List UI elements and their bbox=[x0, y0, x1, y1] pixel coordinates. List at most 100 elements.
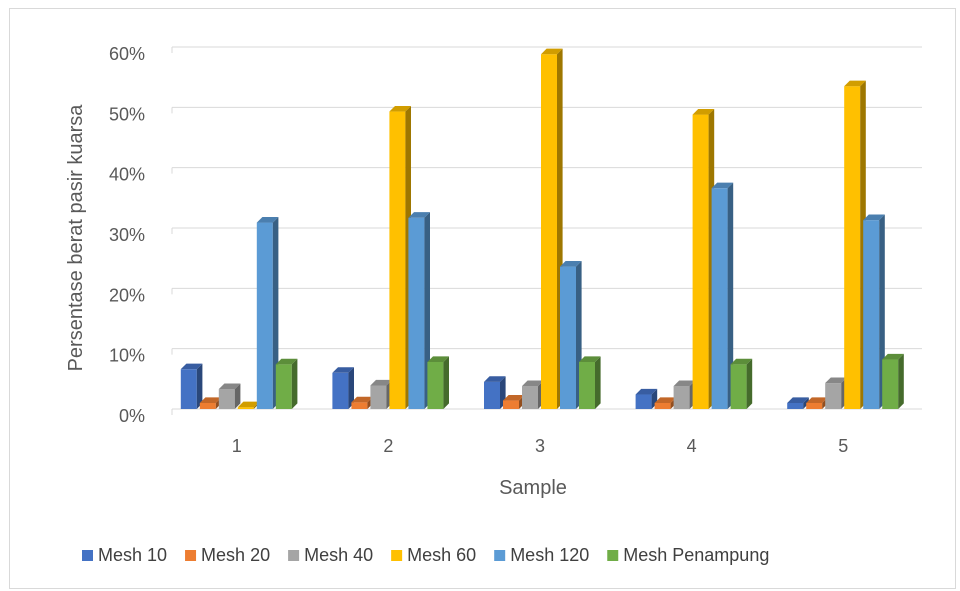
x-axis-title: Sample bbox=[499, 477, 567, 499]
bar-top bbox=[237, 401, 260, 408]
bar-side bbox=[898, 353, 904, 409]
bar-top bbox=[673, 380, 696, 387]
legend-swatch bbox=[185, 550, 197, 561]
bar-front bbox=[351, 402, 368, 409]
bar-side bbox=[727, 182, 734, 409]
bar-top bbox=[541, 48, 563, 55]
bar bbox=[370, 379, 392, 409]
legend-item: Mesh Penampung bbox=[607, 545, 769, 565]
bar bbox=[863, 214, 885, 409]
bar bbox=[541, 48, 563, 410]
bar-top bbox=[560, 261, 582, 267]
bar-front bbox=[806, 402, 823, 409]
legend-item: Mesh 10 bbox=[82, 545, 167, 565]
bar-front bbox=[654, 402, 671, 409]
y-tick-label: 0% bbox=[119, 406, 145, 426]
bar bbox=[692, 108, 715, 410]
x-axis-ticks: 1 2 3 4 5 bbox=[232, 436, 848, 456]
bar-front bbox=[484, 381, 500, 409]
chart-frame bbox=[9, 8, 956, 589]
bar bbox=[275, 358, 298, 409]
bar-front bbox=[844, 86, 861, 409]
bar-top bbox=[199, 397, 222, 403]
bar bbox=[408, 212, 430, 409]
legend-label: Mesh 40 bbox=[304, 545, 373, 565]
bar bbox=[560, 261, 582, 409]
bar-top bbox=[825, 377, 847, 384]
bar-top bbox=[275, 358, 298, 365]
bar-side bbox=[348, 367, 354, 409]
legend-label: Mesh 60 bbox=[407, 545, 476, 565]
bar bbox=[654, 397, 677, 409]
legend-label: Mesh Penampung bbox=[623, 545, 769, 565]
y-axis-ticks: 0% 10% 20% 30% 40% 50% 60% bbox=[109, 44, 145, 426]
bar-front bbox=[180, 369, 197, 409]
bar-top bbox=[692, 108, 715, 115]
bar-top bbox=[787, 397, 809, 403]
bar bbox=[180, 363, 203, 409]
bar-front bbox=[825, 383, 842, 409]
x-tick-label: 1 bbox=[232, 436, 242, 456]
legend-item: Mesh 40 bbox=[288, 545, 373, 565]
bar-top bbox=[351, 396, 373, 403]
bar bbox=[351, 396, 373, 409]
bar-side bbox=[595, 356, 601, 409]
bar-top bbox=[484, 376, 506, 382]
bar-side bbox=[272, 216, 279, 409]
bar-top bbox=[332, 367, 354, 373]
bar bbox=[389, 105, 411, 409]
bar-front bbox=[711, 188, 728, 409]
bar-front bbox=[541, 54, 557, 410]
legend-item: Mesh 120 bbox=[494, 545, 589, 565]
bar-side bbox=[424, 212, 430, 409]
legend-label: Mesh 20 bbox=[201, 545, 270, 565]
legend: Mesh 10 Mesh 20 Mesh 40 Mesh 60 Mesh 120 Mesh… bbox=[82, 545, 769, 565]
bar bbox=[711, 182, 734, 409]
bar-front bbox=[503, 400, 519, 409]
bar-side bbox=[803, 397, 809, 409]
bar-top bbox=[882, 353, 904, 360]
bar bbox=[673, 380, 696, 409]
legend-swatch bbox=[82, 550, 93, 561]
legend-label: Mesh 120 bbox=[510, 545, 589, 565]
bar-side bbox=[196, 363, 203, 409]
bar-front bbox=[199, 402, 216, 409]
bar-front bbox=[408, 217, 425, 409]
bar-side bbox=[234, 383, 241, 409]
bar-front bbox=[863, 220, 880, 409]
bar-top bbox=[863, 214, 885, 221]
y-tick-label: 20% bbox=[109, 285, 145, 305]
bar-top bbox=[522, 380, 544, 387]
y-tick-label: 10% bbox=[109, 346, 145, 366]
bar-front bbox=[427, 361, 444, 409]
bar-front bbox=[579, 361, 595, 409]
legend-item: Mesh 60 bbox=[391, 545, 476, 565]
bar-side bbox=[443, 356, 449, 409]
bar-top bbox=[427, 356, 449, 362]
legend-swatch bbox=[288, 550, 300, 561]
bar bbox=[730, 358, 753, 409]
bar-front bbox=[882, 359, 899, 409]
y-tick-label: 60% bbox=[109, 44, 145, 64]
bar-top bbox=[844, 80, 866, 87]
bar bbox=[237, 401, 260, 409]
bar bbox=[522, 380, 544, 409]
bar bbox=[218, 383, 241, 409]
legend-item: Mesh 20 bbox=[185, 545, 270, 565]
x-tick-label: 2 bbox=[383, 436, 393, 456]
bar-front bbox=[560, 266, 576, 409]
bar-front bbox=[730, 364, 747, 409]
legend-swatch bbox=[391, 550, 403, 561]
bar-front bbox=[673, 386, 690, 409]
legend-swatch bbox=[607, 550, 619, 561]
bars bbox=[180, 48, 904, 410]
bar bbox=[787, 397, 809, 409]
x-tick-label: 5 bbox=[838, 436, 848, 456]
bar bbox=[635, 388, 658, 409]
bar-top bbox=[711, 182, 734, 189]
bar bbox=[427, 356, 449, 409]
bar-front bbox=[218, 389, 235, 409]
bar-top bbox=[730, 358, 753, 365]
legend-swatch bbox=[494, 550, 506, 561]
